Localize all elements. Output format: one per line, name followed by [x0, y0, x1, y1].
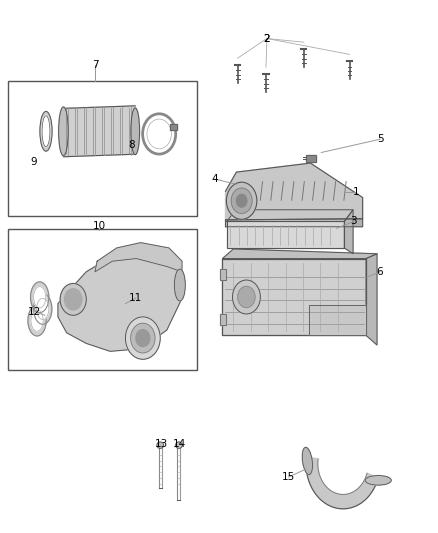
Polygon shape	[226, 219, 363, 227]
Bar	[223, 259, 366, 335]
Text: 11: 11	[129, 293, 142, 303]
Polygon shape	[366, 254, 377, 345]
Text: 9: 9	[31, 157, 37, 166]
Circle shape	[131, 323, 155, 353]
Bar	[306, 155, 316, 161]
Circle shape	[125, 317, 160, 359]
Bar	[170, 124, 177, 130]
Ellipse shape	[34, 287, 46, 308]
Ellipse shape	[28, 305, 46, 336]
Circle shape	[60, 284, 86, 316]
Bar	[170, 124, 177, 130]
Circle shape	[136, 329, 150, 346]
Ellipse shape	[31, 310, 43, 331]
Polygon shape	[344, 210, 353, 254]
Text: 8: 8	[129, 140, 135, 150]
Polygon shape	[226, 163, 363, 220]
Text: 13: 13	[155, 439, 168, 449]
Ellipse shape	[176, 442, 182, 448]
Text: 6: 6	[377, 267, 383, 277]
Text: 2: 2	[264, 34, 270, 44]
Text: 7: 7	[92, 60, 98, 70]
Text: 15: 15	[282, 472, 295, 482]
Circle shape	[238, 286, 255, 308]
Text: 5: 5	[377, 134, 383, 144]
Circle shape	[147, 119, 171, 149]
Circle shape	[64, 289, 82, 310]
Circle shape	[226, 182, 257, 219]
Ellipse shape	[37, 298, 49, 319]
Polygon shape	[227, 210, 353, 221]
Ellipse shape	[365, 475, 391, 485]
Bar	[220, 314, 226, 325]
Circle shape	[233, 280, 260, 314]
Text: 1: 1	[353, 187, 360, 197]
Bar	[220, 314, 226, 325]
Polygon shape	[95, 243, 182, 272]
Circle shape	[143, 114, 176, 154]
Circle shape	[237, 195, 247, 207]
Bar	[223, 259, 366, 335]
Bar	[227, 221, 344, 248]
Ellipse shape	[34, 294, 52, 324]
Ellipse shape	[42, 116, 50, 147]
Text: 14: 14	[173, 439, 187, 449]
Bar	[220, 269, 226, 280]
Polygon shape	[306, 457, 378, 509]
Ellipse shape	[174, 269, 185, 301]
Ellipse shape	[157, 442, 164, 448]
Polygon shape	[64, 106, 135, 157]
Ellipse shape	[131, 108, 140, 155]
Ellipse shape	[302, 447, 312, 474]
Bar	[230, 224, 341, 245]
Ellipse shape	[59, 107, 68, 156]
Circle shape	[231, 188, 252, 214]
Polygon shape	[223, 249, 377, 259]
Text: 2: 2	[264, 34, 270, 44]
Bar	[220, 269, 226, 280]
Text: 4: 4	[212, 174, 218, 184]
Bar	[8, 81, 197, 216]
Bar	[309, 305, 366, 335]
Ellipse shape	[40, 111, 52, 151]
Text: 12: 12	[28, 306, 42, 317]
Bar	[8, 229, 197, 370]
Text: 10: 10	[93, 221, 106, 231]
Bar	[306, 155, 316, 161]
Text: 3: 3	[350, 216, 357, 227]
Bar	[227, 221, 344, 248]
Polygon shape	[58, 256, 182, 351]
Bar	[309, 305, 366, 335]
Ellipse shape	[31, 282, 49, 313]
